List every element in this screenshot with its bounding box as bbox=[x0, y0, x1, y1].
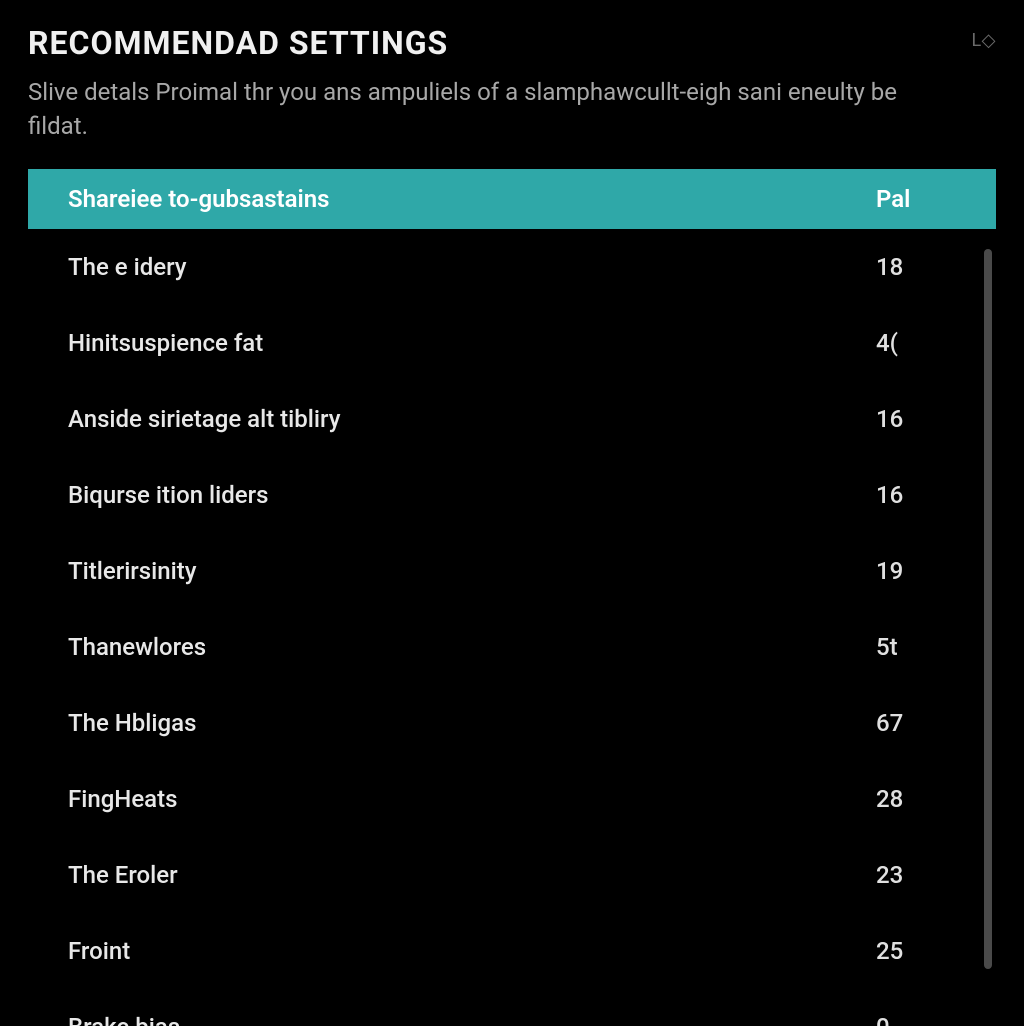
setting-label: Titlerirsinity bbox=[68, 557, 876, 585]
setting-value: 67 bbox=[876, 709, 956, 737]
page-description: Slive detals Proimal thr you ans ampulie… bbox=[28, 76, 948, 143]
setting-value: 5t bbox=[876, 633, 956, 661]
settings-panel: RECOMMENDAD SETTINGS L◇ Slive detals Pro… bbox=[0, 0, 1024, 1024]
setting-label: The e idery bbox=[68, 253, 876, 281]
setting-value: 28 bbox=[876, 785, 956, 813]
setting-value: 23 bbox=[876, 861, 956, 889]
header-value: Pal bbox=[876, 185, 956, 213]
setting-value: 25 bbox=[876, 937, 956, 965]
setting-label: FingHeats bbox=[68, 785, 876, 813]
table-row[interactable]: The e idery 18 bbox=[28, 229, 996, 305]
setting-value: 16 bbox=[876, 481, 956, 509]
settings-table: Shareiee to-gubsastains Pal The e idery … bbox=[28, 169, 996, 1024]
setting-value: 19 bbox=[876, 557, 956, 585]
setting-label: The Hbligas bbox=[68, 709, 876, 737]
setting-label: The Eroler bbox=[68, 861, 876, 889]
setting-label: Hinitsuspience fat bbox=[68, 329, 876, 357]
setting-value: 4( bbox=[876, 329, 956, 357]
table-row[interactable]: FingHeats 28 bbox=[28, 761, 996, 837]
table-row[interactable]: Biqurse ition liders 16 bbox=[28, 457, 996, 533]
setting-label: Anside sirietage alt tibliry bbox=[68, 405, 876, 433]
table-row[interactable]: Brake bias 0 bbox=[28, 989, 996, 1026]
table-row[interactable]: Hinitsuspience fat 4( bbox=[28, 305, 996, 381]
setting-label: Brake bias bbox=[68, 1013, 876, 1026]
table-row[interactable]: Froint 25 bbox=[28, 913, 996, 989]
table-body: The e idery 18 Hinitsuspience fat 4( Ans… bbox=[28, 229, 996, 1026]
setting-value: 16 bbox=[876, 405, 956, 433]
setting-label: Biqurse ition liders bbox=[68, 481, 876, 509]
table-row[interactable]: Thanewlores 5t bbox=[28, 609, 996, 685]
header-row: RECOMMENDAD SETTINGS L◇ bbox=[28, 24, 996, 62]
scrollbar-track[interactable] bbox=[984, 249, 992, 1009]
header-label: Shareiee to-gubsastains bbox=[68, 185, 876, 213]
table-row[interactable]: Anside sirietage alt tibliry 16 bbox=[28, 381, 996, 457]
setting-label: Froint bbox=[68, 937, 876, 965]
table-row[interactable]: The Eroler 23 bbox=[28, 837, 996, 913]
table-row[interactable]: The Hbligas 67 bbox=[28, 685, 996, 761]
setting-label: Thanewlores bbox=[68, 633, 876, 661]
setting-value: 18 bbox=[876, 253, 956, 281]
table-row[interactable]: Titlerirsinity 19 bbox=[28, 533, 996, 609]
scrollbar-thumb[interactable] bbox=[984, 249, 992, 969]
table-header: Shareiee to-gubsastains Pal bbox=[28, 169, 996, 229]
page-title: RECOMMENDAD SETTINGS bbox=[28, 24, 448, 62]
corner-indicator: L◇ bbox=[971, 30, 996, 51]
setting-value: 0 bbox=[876, 1013, 956, 1026]
